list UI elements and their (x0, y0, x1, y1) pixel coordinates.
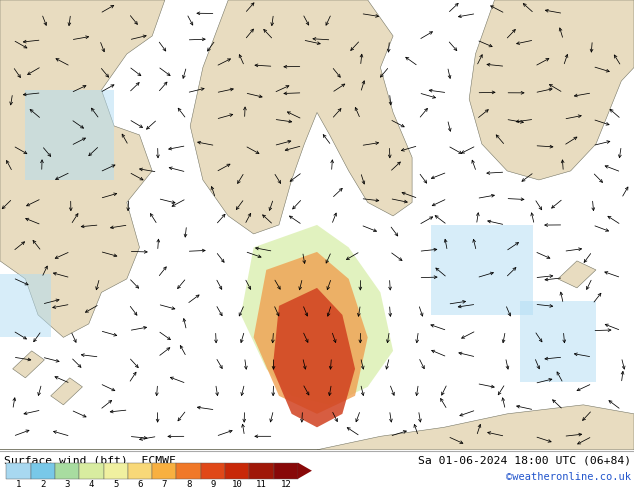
Text: 6: 6 (138, 480, 143, 489)
Bar (520, 301, 596, 382)
Bar (0, 274, 51, 337)
Polygon shape (190, 0, 412, 234)
Polygon shape (13, 351, 44, 378)
Text: ©weatheronline.co.uk: ©weatheronline.co.uk (506, 472, 631, 482)
Bar (152, 463, 176, 479)
Polygon shape (558, 261, 596, 288)
Polygon shape (51, 378, 82, 405)
Text: 10: 10 (232, 480, 243, 489)
Bar (201, 463, 225, 479)
Bar (79, 463, 103, 479)
Polygon shape (0, 405, 634, 450)
Polygon shape (254, 252, 368, 414)
Bar (55, 463, 79, 479)
Text: 4: 4 (89, 480, 94, 489)
Polygon shape (469, 0, 634, 180)
Bar (431, 225, 533, 315)
Bar (25, 90, 114, 180)
Text: 9: 9 (210, 480, 216, 489)
Polygon shape (241, 225, 393, 405)
Text: 7: 7 (162, 480, 167, 489)
Polygon shape (298, 463, 312, 479)
Bar (274, 463, 298, 479)
Text: 1: 1 (16, 480, 21, 489)
Text: 2: 2 (40, 480, 46, 489)
Text: 5: 5 (113, 480, 119, 489)
Text: 11: 11 (256, 480, 267, 489)
Bar (176, 463, 201, 479)
Text: Surface wind (bft)  ECMWF: Surface wind (bft) ECMWF (4, 456, 176, 466)
Text: 8: 8 (186, 480, 191, 489)
Bar (225, 463, 249, 479)
Polygon shape (273, 288, 355, 427)
Text: 3: 3 (65, 480, 70, 489)
Bar (249, 463, 274, 479)
Bar (30, 463, 55, 479)
Bar (6, 463, 30, 479)
Polygon shape (0, 0, 165, 337)
Bar (128, 463, 152, 479)
Text: Sa 01-06-2024 18:00 UTC (06+84): Sa 01-06-2024 18:00 UTC (06+84) (418, 456, 631, 466)
Bar (103, 463, 128, 479)
Text: 12: 12 (280, 480, 291, 489)
